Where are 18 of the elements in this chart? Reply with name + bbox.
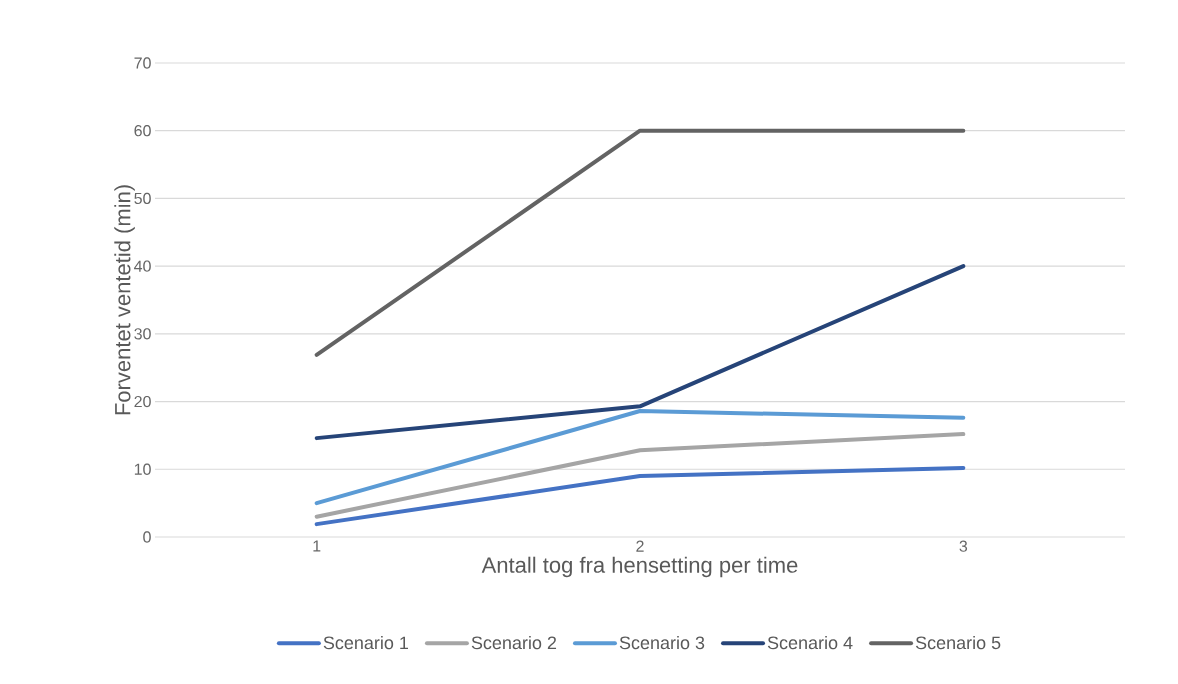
legend-label: Scenario 2 (471, 635, 557, 650)
y-tick-label: 10 (134, 463, 151, 475)
y-tick-label: 40 (134, 260, 151, 272)
x-axis-title: Antall tog fra hensetting per time (481, 556, 798, 578)
x-tick-label: 3 (959, 540, 968, 552)
y-tick-label: 20 (134, 395, 151, 408)
y-tick-label: 30 (134, 328, 151, 340)
legend-label: Scenario 1 (323, 635, 409, 650)
legend-label: Scenario 5 (915, 635, 1001, 650)
y-axis-title: Forventet ventetid (min) (114, 185, 135, 415)
y-tick-label: 70 (134, 57, 151, 69)
x-tick-label: 1 (313, 540, 321, 552)
x-tick-label: 2 (636, 540, 644, 552)
y-tick-label: 60 (134, 125, 151, 137)
y-tick-label: 50 (134, 192, 151, 205)
legend-label: Scenario 3 (619, 635, 705, 650)
y-tick-label: 0 (143, 531, 151, 543)
legend-label: Scenario 4 (767, 635, 853, 650)
